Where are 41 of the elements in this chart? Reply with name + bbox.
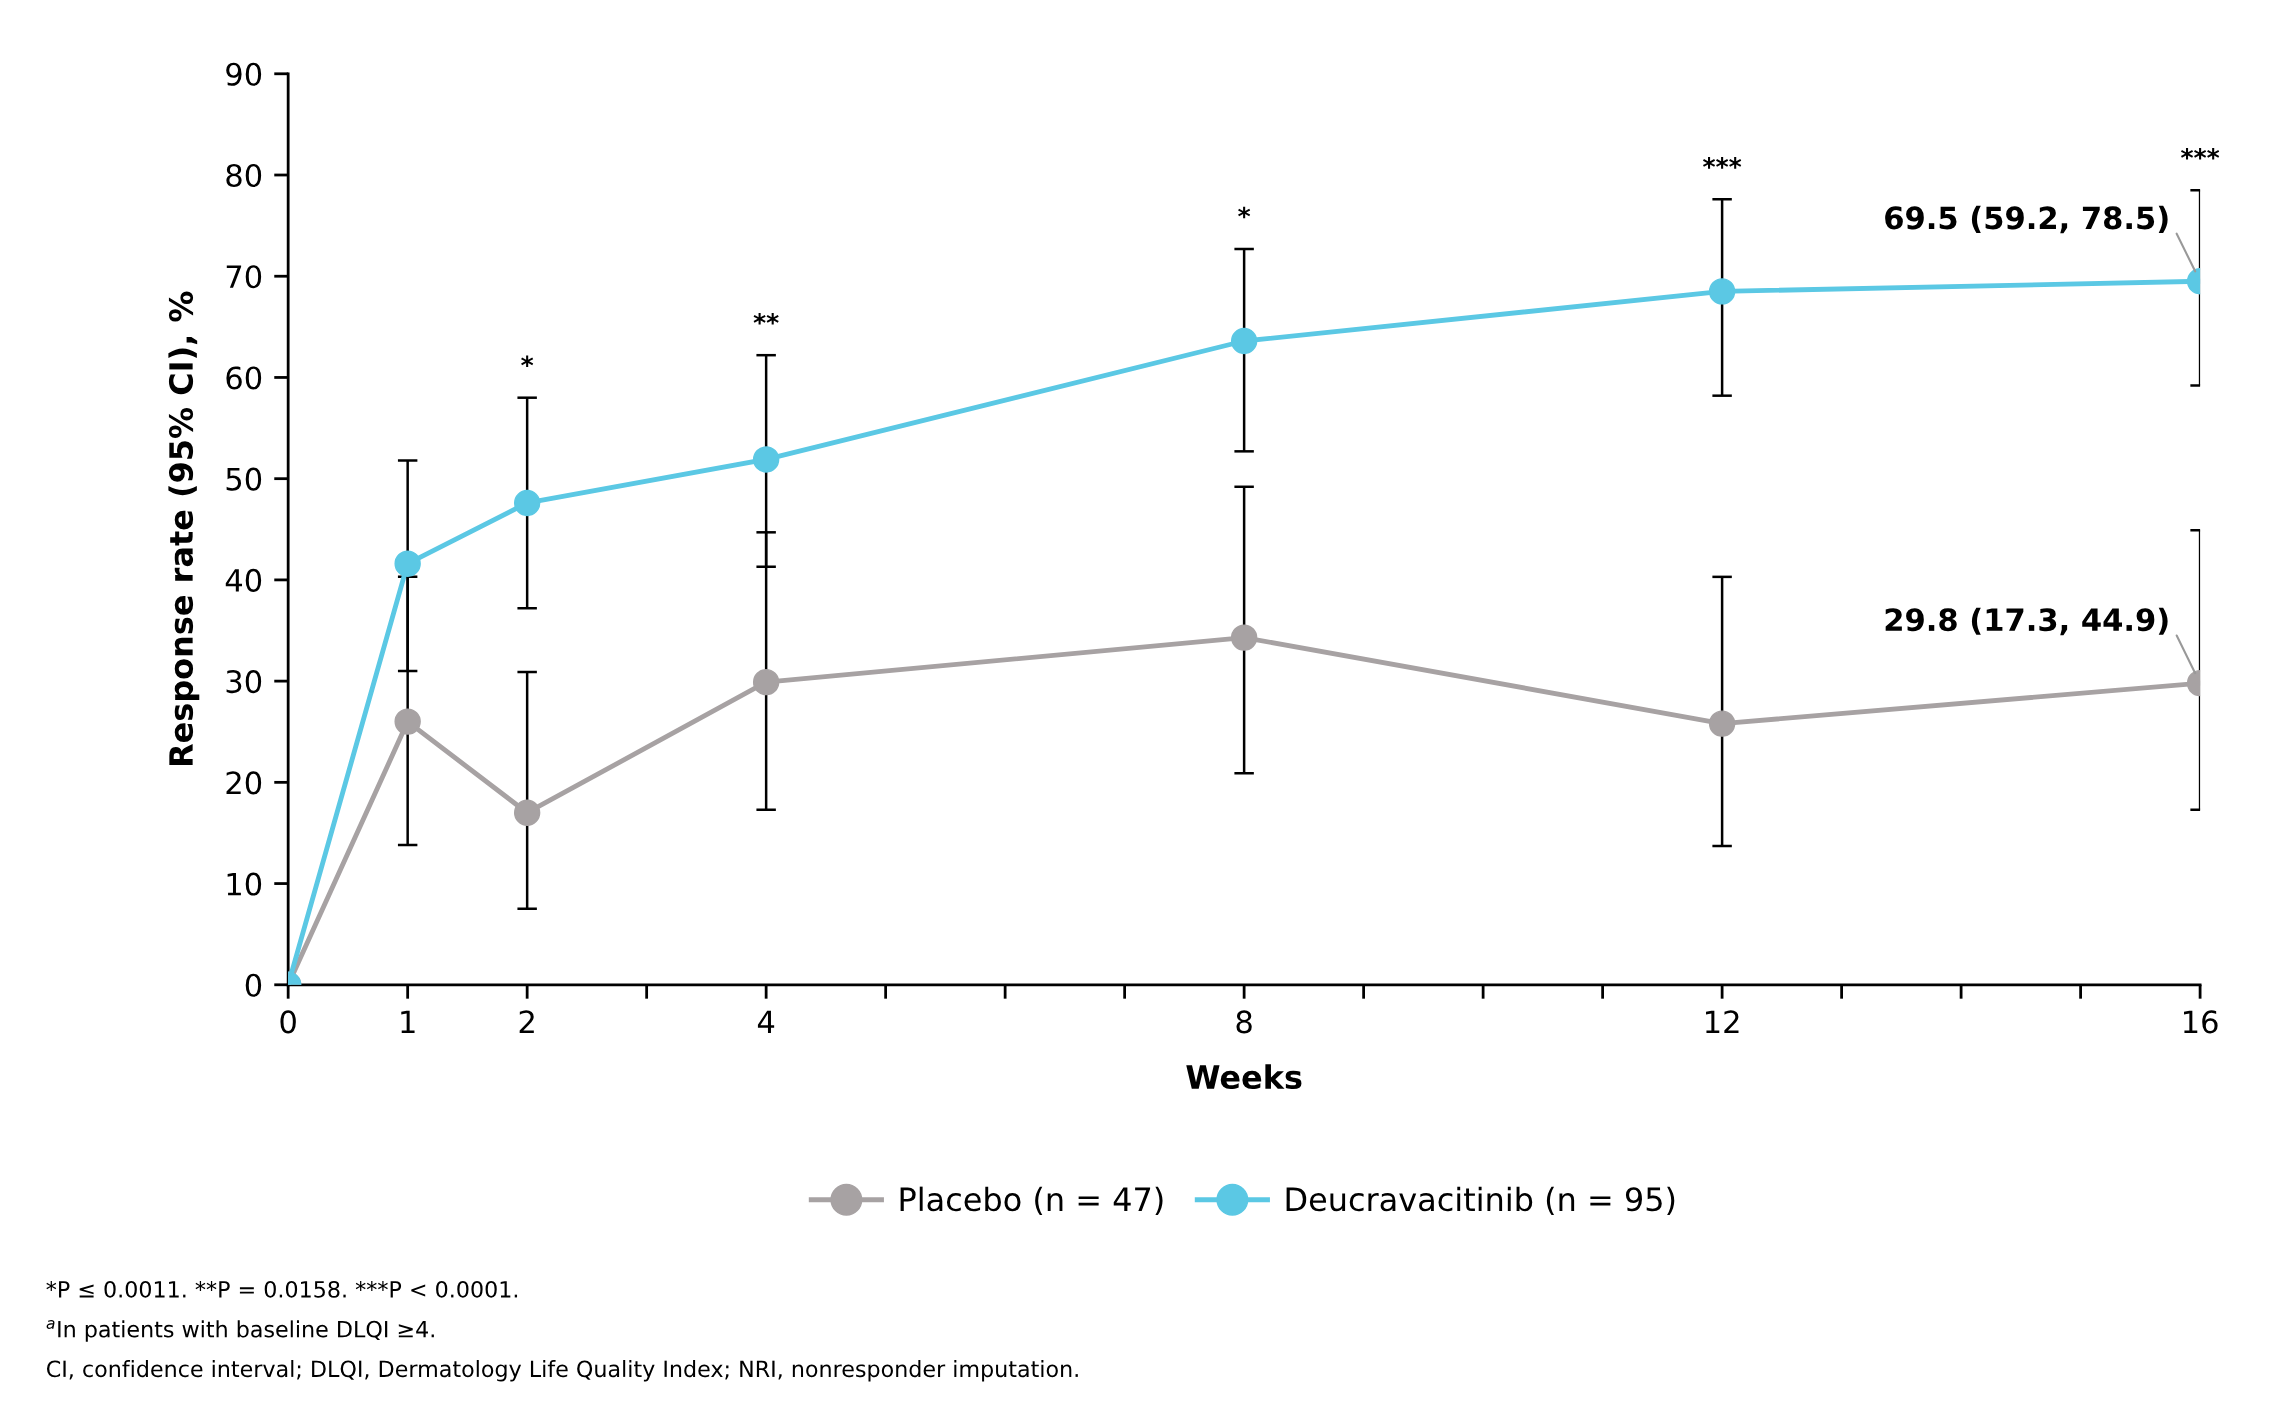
annotation: ***	[2180, 147, 2220, 160]
point	[1230, 327, 1258, 355]
annotation: ***	[1703, 157, 1742, 169]
y-axis-title: Response rate (95% CI), %	[168, 291, 200, 766]
point	[1708, 710, 1736, 737]
x-tick-label: 2	[519, 1010, 534, 1033]
y-tick-label: 10	[227, 872, 262, 896]
x-tick-label: 8	[1236, 1010, 1252, 1034]
x-axis-title: Weeks	[1186, 1064, 1302, 1090]
y-tick-label: 20	[226, 771, 262, 795]
legend-label: Deucravacitinib (n = 95)	[1286, 1186, 1675, 1216]
point	[513, 799, 541, 826]
y-tick-label: 40	[225, 568, 262, 592]
text: *P ≤ 0.0011. **P = 0.0158. ***P < 0.0001.	[46, 1280, 518, 1298]
point	[752, 446, 780, 473]
annotation: *	[1238, 206, 1251, 219]
y-tick-label: 80	[226, 163, 262, 188]
x-tick-label: 4	[757, 1010, 775, 1033]
text: $^{a}$In patients with baseline DLQI ≥4.	[46, 1320, 434, 1342]
y-tick-label: 90	[226, 62, 262, 86]
x-tick-label: 12	[1706, 1010, 1739, 1033]
text: CI, confidence interval; DLQI, Dermatology Life Quality Index; NRI, nonresponder imputation.	[46, 1360, 1078, 1382]
point	[394, 550, 421, 577]
point	[1230, 624, 1258, 651]
annotation: 29.8 (17.3, 44.9)	[1885, 607, 2168, 636]
y-tick-label: 70	[226, 265, 262, 289]
y-tick-label: 50	[226, 467, 262, 491]
annotation: 69.5 (59.2, 78.5)	[1885, 205, 2168, 234]
annotation: *	[521, 355, 534, 368]
point	[752, 668, 780, 696]
annotation: **	[753, 312, 779, 325]
point	[394, 708, 421, 735]
x-tick-label: 16	[2184, 1010, 2218, 1034]
y-tick-label: 30	[226, 670, 262, 694]
x-tick-label: 0	[280, 1010, 296, 1034]
legend-label: Placebo (n = 47)	[900, 1186, 1163, 1216]
y-tick-label: 0	[245, 973, 262, 997]
y-tick-label: 60	[226, 366, 262, 390]
point	[1708, 278, 1736, 305]
x-tick-label: 1	[401, 1010, 415, 1033]
point	[513, 489, 541, 517]
